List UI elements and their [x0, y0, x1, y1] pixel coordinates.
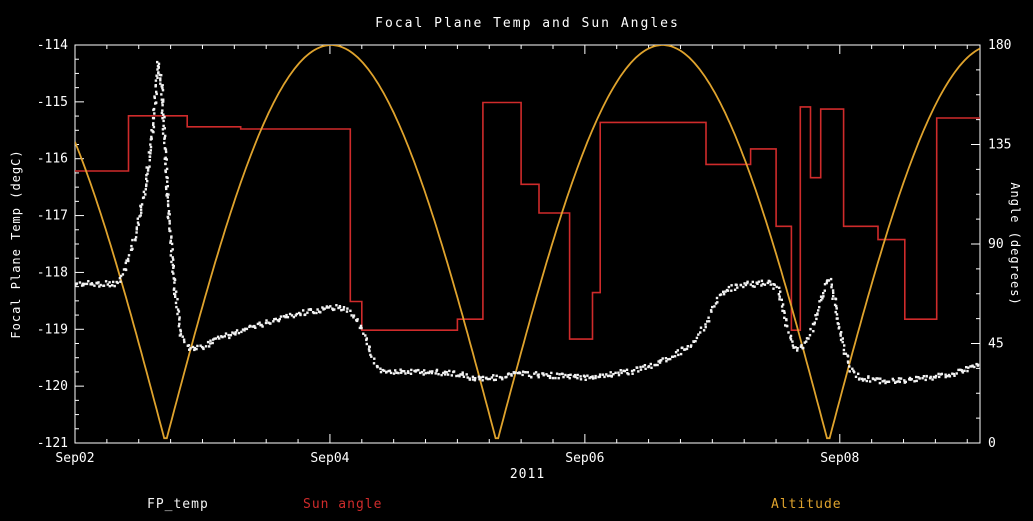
x-tick-label: Sep04	[310, 451, 349, 466]
y-left-tick-label: -120	[37, 379, 68, 394]
sun-angle-series	[75, 101, 980, 340]
y-left-tick-label: -118	[37, 265, 68, 280]
y-left-tick-label: -121	[37, 436, 68, 451]
legend-sun-angle: Sun angle	[303, 497, 383, 512]
y-right-tick-label: 135	[988, 138, 1011, 153]
y-left-tick-label: -117	[37, 209, 68, 224]
axes-frame	[74, 44, 981, 444]
fp-temp-series	[75, 60, 980, 385]
chart-title: Focal Plane Temp and Sun Angles	[375, 16, 680, 31]
y-right-tick-label: 0	[988, 436, 996, 451]
altitude-series	[75, 45, 980, 440]
legend-altitude: Altitude	[771, 497, 842, 512]
y-right-tick-label: 180	[988, 38, 1011, 53]
y-left-tick-label: -116	[37, 152, 68, 167]
tick-labels: Sep02 Sep04 Sep06 Sep08 -114 -115 -116 -117 -118…	[37, 38, 1012, 466]
legend-fp-temp: FP_temp	[147, 497, 209, 512]
y-left-tick-label: -114	[37, 38, 68, 53]
x-tick-label: Sep02	[55, 451, 94, 466]
x-axis-year-label: 2011	[509, 467, 546, 482]
y-right-tick-label: 45	[988, 337, 1004, 352]
y-left-tick-label: -119	[37, 322, 68, 337]
x-tick-label: Sep08	[820, 451, 859, 466]
x-tick-label: Sep06	[565, 451, 604, 466]
y-left-tick-label: -115	[37, 95, 68, 110]
y-right-tick-label: 90	[988, 237, 1004, 252]
